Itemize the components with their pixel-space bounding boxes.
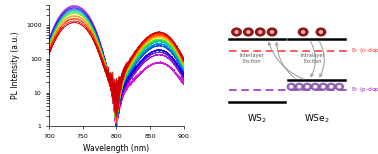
Circle shape [327,83,335,90]
Circle shape [290,86,293,88]
Circle shape [247,31,250,33]
Circle shape [303,83,311,90]
Circle shape [306,86,308,88]
Text: Interlayer
Exciton: Interlayer Exciton [240,53,265,64]
Circle shape [271,31,274,33]
Circle shape [267,28,277,36]
Circle shape [232,28,241,36]
Circle shape [244,28,253,36]
Circle shape [319,83,327,90]
Circle shape [316,28,326,36]
Circle shape [335,83,344,90]
Text: E$_F$ (n-doping): E$_F$ (n-doping) [350,46,378,55]
Y-axis label: PL Intensity (a.u.): PL Intensity (a.u.) [11,32,20,99]
X-axis label: Wavelength (nm): Wavelength (nm) [84,144,150,154]
Circle shape [287,83,296,90]
Circle shape [259,31,262,33]
Circle shape [338,86,341,88]
Circle shape [322,86,325,88]
Circle shape [330,86,333,88]
Circle shape [235,31,238,33]
Text: WS$_2$: WS$_2$ [247,113,267,125]
Circle shape [256,28,265,36]
Circle shape [311,83,319,90]
Circle shape [298,28,308,36]
Circle shape [298,86,301,88]
Text: E$_F$ (p-doping): E$_F$ (p-doping) [350,85,378,94]
Circle shape [319,31,322,33]
Text: Intralayer
Exciton: Intralayer Exciton [301,53,325,64]
Text: WSe$_2$: WSe$_2$ [304,113,329,125]
Circle shape [314,86,317,88]
Circle shape [295,83,304,90]
Circle shape [302,31,305,33]
